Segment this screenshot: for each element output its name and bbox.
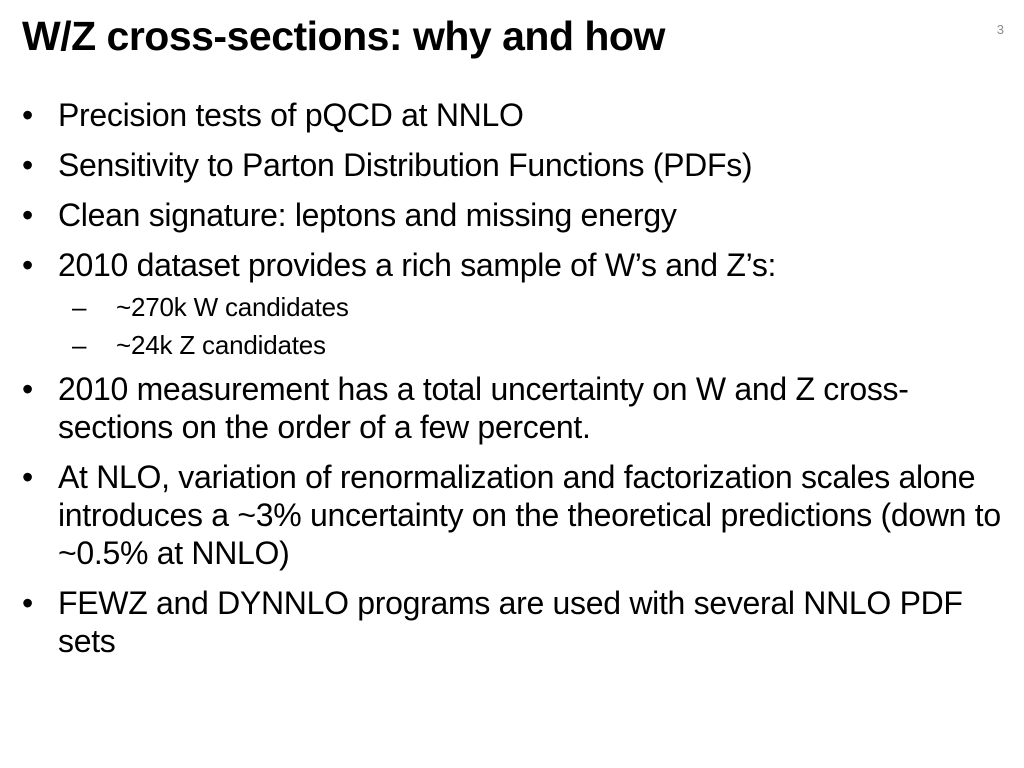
bullet-item: • Sensitivity to Parton Distribution Fun…: [22, 146, 1012, 184]
sub-bullet-text: ~24k Z candidates: [116, 330, 326, 360]
bullet-item: • 2010 dataset provides a rich sample of…: [22, 246, 1012, 364]
bullet-marker: •: [22, 97, 33, 133]
bullet-text: 2010 measurement has a total uncertainty…: [58, 371, 909, 445]
dash-marker: –: [72, 292, 87, 322]
sub-bullet-item: – ~270k W candidates: [72, 288, 1012, 326]
bullet-text: Clean signature: leptons and missing ene…: [58, 197, 677, 233]
bullet-item: • FEWZ and DYNNLO programs are used with…: [22, 584, 1012, 660]
sub-bullet-item: – ~24k Z candidates: [72, 326, 1012, 364]
bullet-text: Sensitivity to Parton Distribution Funct…: [58, 147, 753, 183]
sub-bullet-list: – ~270k W candidates – ~24k Z candidates: [58, 288, 1012, 364]
bullet-text: At NLO, variation of renormalization and…: [58, 459, 1001, 571]
sub-bullet-text: ~270k W candidates: [116, 292, 349, 322]
slide-content: • Precision tests of pQCD at NNLO • Sens…: [22, 96, 1012, 672]
page-number: 3: [996, 22, 1004, 37]
bullet-text: 2010 dataset provides a rich sample of W…: [58, 247, 777, 283]
bullet-marker: •: [22, 147, 33, 183]
bullet-marker: •: [22, 459, 33, 495]
bullet-marker: •: [22, 585, 33, 621]
bullet-text: FEWZ and DYNNLO programs are used with s…: [58, 585, 963, 659]
slide-title: W/Z cross-sections: why and how: [22, 13, 665, 59]
bullet-marker: •: [22, 247, 33, 283]
dash-marker: –: [72, 330, 87, 360]
bullet-item: • Clean signature: leptons and missing e…: [22, 196, 1012, 234]
bullet-marker: •: [22, 197, 33, 233]
bullet-item: • 2010 measurement has a total uncertain…: [22, 370, 1012, 446]
bullet-item: • Precision tests of pQCD at NNLO: [22, 96, 1012, 134]
bullet-marker: •: [22, 371, 33, 407]
bullet-list: • Precision tests of pQCD at NNLO • Sens…: [22, 96, 1012, 660]
bullet-text: Precision tests of pQCD at NNLO: [58, 97, 524, 133]
bullet-item: • At NLO, variation of renormalization a…: [22, 458, 1012, 572]
